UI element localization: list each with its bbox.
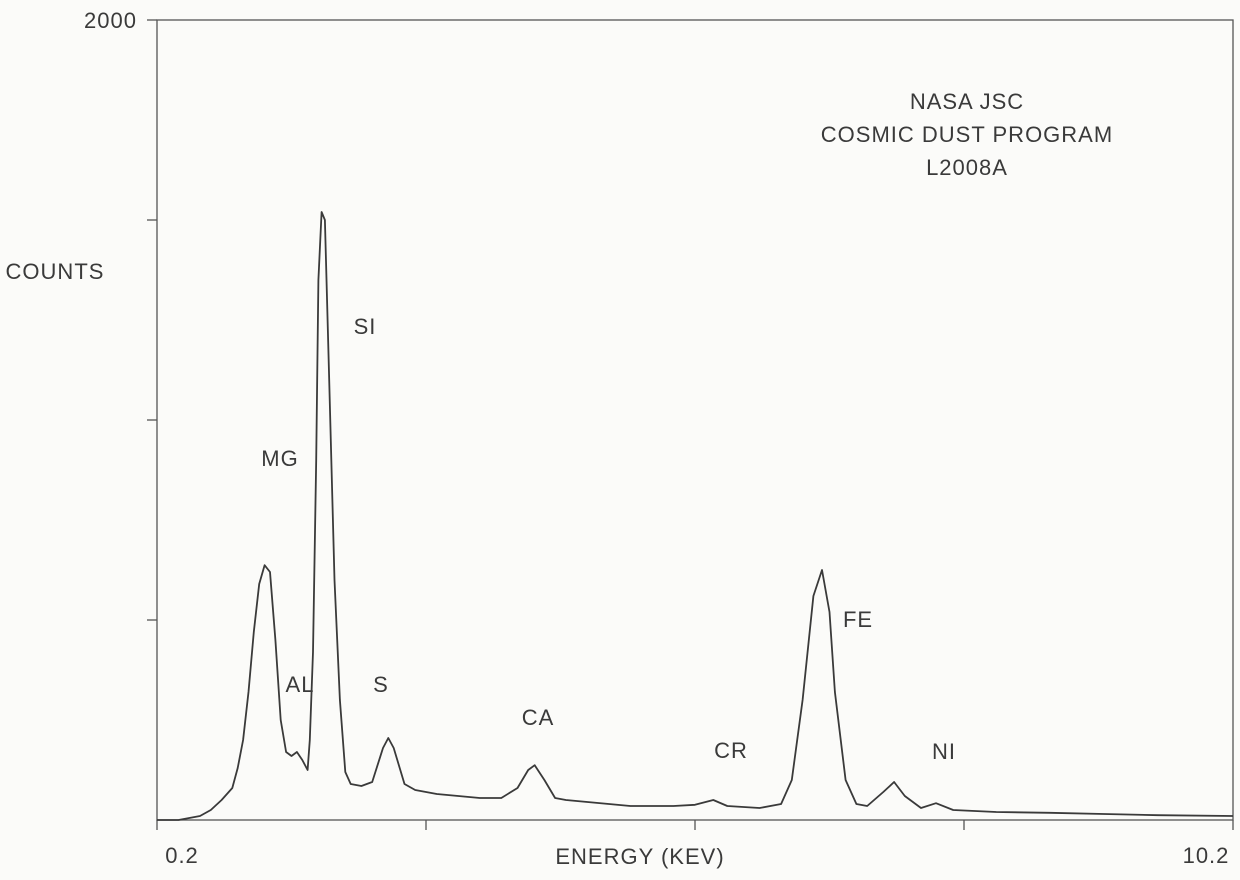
spectrum-line [157,211,1234,821]
y-tick-label: 2000 [84,8,137,33]
x-tick-label: 0.2 [165,843,199,868]
peak-label: MG [261,446,298,471]
y-axis-label: COUNTS [6,259,105,284]
chart-title: L2008A [926,155,1008,180]
peak-label: S [373,672,389,697]
peak-label: CR [714,738,748,763]
peak-label: CA [522,705,555,730]
peak-label: SI [354,314,377,339]
peak-label: FE [843,607,873,632]
chart-title: NASA JSC [910,89,1024,114]
x-tick-label: 10.2 [1183,843,1230,868]
chart-title: COSMIC DUST PROGRAM [821,122,1113,147]
x-axis-label: ENERGY (KEV) [555,844,724,869]
peak-label: AL [286,672,315,697]
peak-label: NI [932,739,956,764]
